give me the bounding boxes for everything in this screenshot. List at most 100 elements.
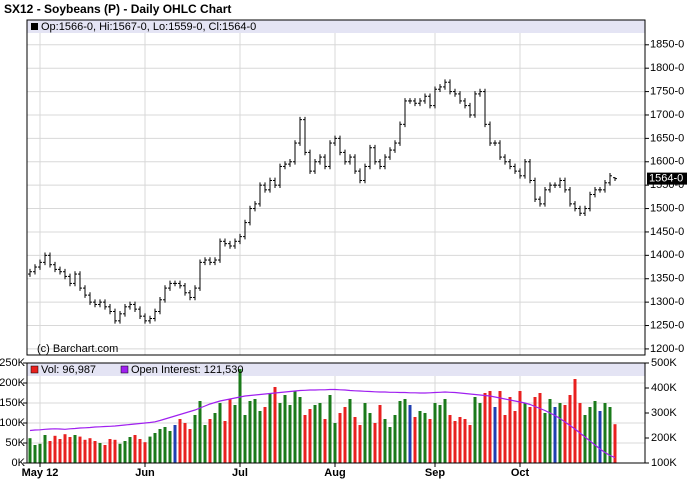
volume-bar	[488, 391, 492, 463]
volume-bar	[158, 429, 162, 463]
volume-bar	[528, 407, 532, 463]
volume-bar	[218, 403, 222, 463]
volume-bar	[403, 399, 407, 463]
volume-bar	[613, 424, 617, 463]
volume-bar	[238, 369, 242, 463]
volume-bar	[553, 407, 557, 463]
volume-bar	[583, 415, 587, 463]
volume-bar	[248, 401, 252, 463]
x-tick-label: Jun	[135, 467, 155, 479]
y-tick-label: 1250-0	[650, 319, 684, 331]
volume-bar	[358, 425, 362, 463]
x-tick-label: Jul	[232, 467, 248, 479]
volume-bar	[348, 399, 352, 463]
volume-bar	[33, 445, 37, 463]
volume-bar	[58, 439, 62, 463]
volume-bar	[263, 407, 267, 463]
volume-bar	[428, 419, 432, 463]
volume-bar	[368, 413, 372, 463]
volume-bar	[288, 405, 292, 463]
volume-bar	[433, 403, 437, 463]
volume-bar	[173, 425, 177, 463]
volume-bar	[398, 401, 402, 463]
volume-bar	[258, 411, 262, 463]
volume-bar	[43, 435, 47, 463]
price-legend: Op:1566-0, Hi:1567-0, Lo:1559-0, Cl:1564…	[41, 21, 256, 33]
price-legend-band	[27, 20, 645, 33]
y-tick-label: 150K	[0, 397, 26, 409]
volume-bar	[438, 405, 442, 463]
volume-bar	[338, 413, 342, 463]
volume-bar	[503, 415, 507, 463]
x-tick-label: Aug	[324, 467, 345, 479]
volume-bar	[548, 399, 552, 463]
y-tick-label: 1400-0	[650, 249, 684, 261]
y-tick-label: 1200-0	[650, 343, 684, 355]
volume-bar	[498, 391, 502, 463]
volume-bar	[328, 395, 332, 463]
volume-bar	[268, 393, 272, 463]
volume-bar	[493, 407, 497, 463]
copyright: (c) Barchart.com	[37, 343, 118, 355]
volume-bar	[353, 417, 357, 463]
y2-tick-label: 100K	[651, 457, 677, 469]
y-tick-label: 1700-0	[650, 109, 684, 121]
volume-bar	[468, 425, 472, 463]
volume-bar	[283, 395, 287, 463]
x-tick-label: Sep	[425, 467, 445, 479]
y-tick-label: 1600-0	[650, 156, 684, 168]
y2-tick-label: 400K	[651, 382, 677, 394]
volume-bar	[253, 399, 257, 463]
legend-swatch	[30, 365, 39, 374]
y2-tick-label: 500K	[651, 357, 677, 369]
x-tick-label: May 12	[22, 467, 59, 479]
last-price-box	[647, 172, 687, 185]
volume-bar	[343, 407, 347, 463]
y-tick-label: 1750-0	[650, 85, 684, 97]
y-tick-label: 1800-0	[650, 62, 684, 74]
x-tick-label: Oct	[511, 467, 530, 479]
volume-bar	[93, 441, 97, 463]
volume-bar	[278, 403, 282, 463]
volume-bar	[363, 403, 367, 463]
y-tick-label: 1500-0	[650, 202, 684, 214]
volume-bar	[303, 415, 307, 463]
volume-bar	[223, 421, 227, 463]
volume-bar	[508, 397, 512, 463]
volume-bar	[603, 403, 607, 463]
volume-bar	[148, 436, 152, 463]
y2-tick-label: 200K	[651, 432, 677, 444]
volume-bar	[213, 413, 217, 463]
volume-bar	[333, 423, 337, 463]
y-tick-label: 1350-0	[650, 273, 684, 285]
volume-bar	[168, 431, 172, 463]
volume-bar	[203, 425, 207, 463]
volume-bar	[443, 399, 447, 463]
volume-bar	[128, 437, 132, 463]
volume-bar	[123, 441, 127, 463]
volume-bar	[298, 397, 302, 463]
volume-bar	[88, 438, 92, 463]
volume-bar	[153, 433, 157, 463]
volume-bar	[538, 393, 542, 463]
y2-tick-label: 300K	[651, 407, 677, 419]
volume-bar	[48, 441, 52, 463]
volume-bar	[423, 413, 427, 463]
volume-bar	[233, 405, 237, 463]
volume-bar	[478, 403, 482, 463]
volume-bar	[408, 405, 412, 463]
y-tick-label: 0K	[12, 457, 26, 469]
last-price-label: 1564-0	[649, 173, 683, 185]
volume-bar	[568, 395, 572, 463]
volume-bar	[593, 401, 597, 463]
volume-bar	[563, 405, 567, 463]
volume-bar	[163, 427, 167, 463]
volume-bar	[533, 397, 537, 463]
volume-bar	[138, 439, 142, 463]
volume-bar	[483, 393, 487, 463]
volume-bar	[133, 435, 137, 463]
volume-bar	[413, 417, 417, 463]
volume-bar	[323, 419, 327, 463]
